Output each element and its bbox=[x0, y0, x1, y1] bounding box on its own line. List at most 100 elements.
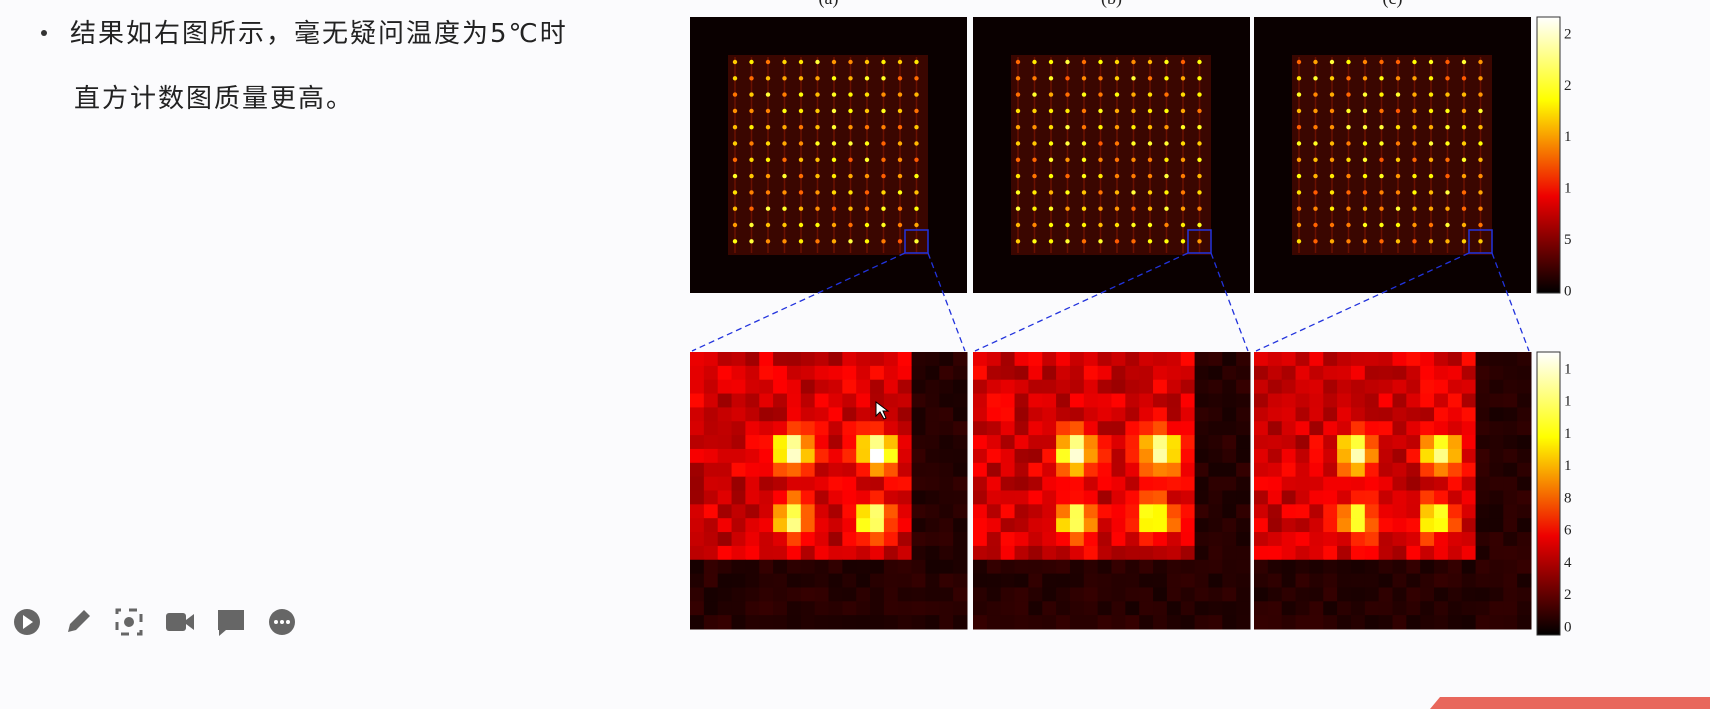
image-pixel bbox=[1097, 587, 1112, 602]
image-pixel bbox=[786, 490, 802, 505]
image-pixel bbox=[1295, 518, 1310, 533]
image-pixel bbox=[953, 518, 968, 533]
image-spot bbox=[1081, 173, 1087, 179]
image-spot bbox=[782, 59, 787, 65]
image-pixel bbox=[1309, 352, 1324, 367]
camera-button[interactable] bbox=[166, 613, 186, 631]
image-pixel bbox=[1111, 407, 1126, 422]
image-pixel bbox=[1028, 532, 1043, 547]
image-pixel bbox=[1295, 421, 1310, 436]
image-pixel bbox=[1139, 559, 1154, 575]
image-pixel bbox=[911, 476, 926, 491]
image-pixel bbox=[1014, 435, 1029, 450]
image-pixel bbox=[759, 462, 774, 478]
image-pixel bbox=[828, 407, 843, 422]
image-pixel bbox=[856, 435, 871, 450]
image-pixel bbox=[986, 462, 1002, 478]
image-pixel bbox=[953, 352, 968, 367]
image-pixel bbox=[1254, 435, 1269, 450]
image-pixel bbox=[1364, 490, 1380, 505]
image-spot bbox=[1428, 76, 1434, 81]
image-pixel bbox=[773, 462, 788, 478]
image-pixel bbox=[1180, 476, 1196, 491]
image-pixel bbox=[759, 573, 774, 588]
image-pixel bbox=[773, 490, 788, 505]
image-spot bbox=[1379, 108, 1384, 114]
image-pixel bbox=[800, 518, 816, 533]
image-pixel bbox=[1406, 435, 1421, 450]
image-pixel bbox=[786, 365, 802, 381]
image-pixel bbox=[1364, 518, 1380, 533]
zoom-arrow bbox=[1491, 252, 1530, 352]
image-pixel bbox=[800, 532, 816, 547]
image-spot bbox=[914, 59, 919, 65]
comment-button[interactable] bbox=[218, 610, 244, 636]
image-pixel bbox=[1295, 559, 1310, 575]
image-pixel bbox=[973, 518, 988, 533]
figure: (a)(b)(c) bbox=[690, 0, 1532, 630]
image-pixel bbox=[883, 365, 899, 381]
image-pixel bbox=[897, 352, 913, 367]
image-spot bbox=[1032, 125, 1037, 130]
image-spot bbox=[848, 76, 853, 81]
image-pixel bbox=[1392, 504, 1407, 519]
image-spot bbox=[1445, 239, 1450, 244]
image-pixel bbox=[1208, 352, 1223, 367]
image-pixel bbox=[1139, 518, 1154, 533]
image-pixel bbox=[897, 490, 913, 505]
image-pixel bbox=[1447, 518, 1463, 533]
image-spot bbox=[1313, 239, 1318, 244]
image-spot bbox=[848, 108, 853, 114]
image-pixel bbox=[717, 393, 733, 408]
image-pixel bbox=[1323, 462, 1338, 478]
image-spot bbox=[732, 141, 738, 146]
image-spot bbox=[1346, 173, 1351, 179]
image-pixel bbox=[703, 352, 719, 367]
image-spot bbox=[782, 157, 787, 162]
image-pixel bbox=[690, 435, 705, 450]
image-pixel bbox=[1056, 365, 1071, 381]
image-pixel bbox=[1434, 393, 1449, 408]
image-pixel bbox=[1267, 379, 1283, 395]
image-pixel bbox=[1194, 379, 1209, 395]
image-spot bbox=[1098, 92, 1103, 97]
image-pixel bbox=[1378, 407, 1393, 422]
toolbar bbox=[14, 608, 295, 636]
image-pixel bbox=[1208, 407, 1223, 422]
pen-button[interactable] bbox=[68, 610, 90, 632]
image-pixel bbox=[1447, 352, 1463, 367]
image-pixel bbox=[1254, 532, 1269, 547]
image-pixel bbox=[1489, 462, 1504, 478]
image-pixel bbox=[800, 573, 816, 588]
image-pixel bbox=[1364, 587, 1380, 602]
image-pixel bbox=[1208, 393, 1223, 408]
image-pixel bbox=[1323, 587, 1338, 602]
image-pixel bbox=[1153, 490, 1168, 505]
image-spot bbox=[1131, 173, 1136, 179]
image-spot bbox=[1346, 125, 1351, 130]
image-pixel bbox=[731, 365, 746, 381]
image-pixel bbox=[1309, 559, 1324, 575]
image-pixel bbox=[1434, 352, 1449, 367]
screenshot-button[interactable] bbox=[115, 608, 143, 636]
image-pixel bbox=[1392, 601, 1407, 616]
image-pixel bbox=[1281, 559, 1297, 575]
image-spot bbox=[1081, 206, 1087, 211]
image-pixel bbox=[870, 504, 885, 519]
image-pixel bbox=[703, 462, 719, 478]
image-pixel bbox=[717, 559, 733, 575]
image-pixel bbox=[986, 421, 1002, 436]
image-pixel bbox=[1337, 421, 1352, 436]
image-pixel bbox=[690, 573, 705, 588]
image-pixel bbox=[1406, 476, 1421, 491]
image-pixel bbox=[1083, 615, 1099, 630]
image-spot bbox=[1065, 125, 1070, 130]
image-pixel bbox=[1434, 462, 1449, 478]
image-spot bbox=[864, 76, 870, 81]
image-pixel bbox=[814, 545, 829, 561]
image-pixel bbox=[1461, 379, 1477, 395]
image-pixel bbox=[1517, 421, 1532, 436]
image-pixel bbox=[856, 559, 871, 575]
image-spot bbox=[1346, 239, 1351, 244]
image-pixel bbox=[828, 352, 843, 367]
